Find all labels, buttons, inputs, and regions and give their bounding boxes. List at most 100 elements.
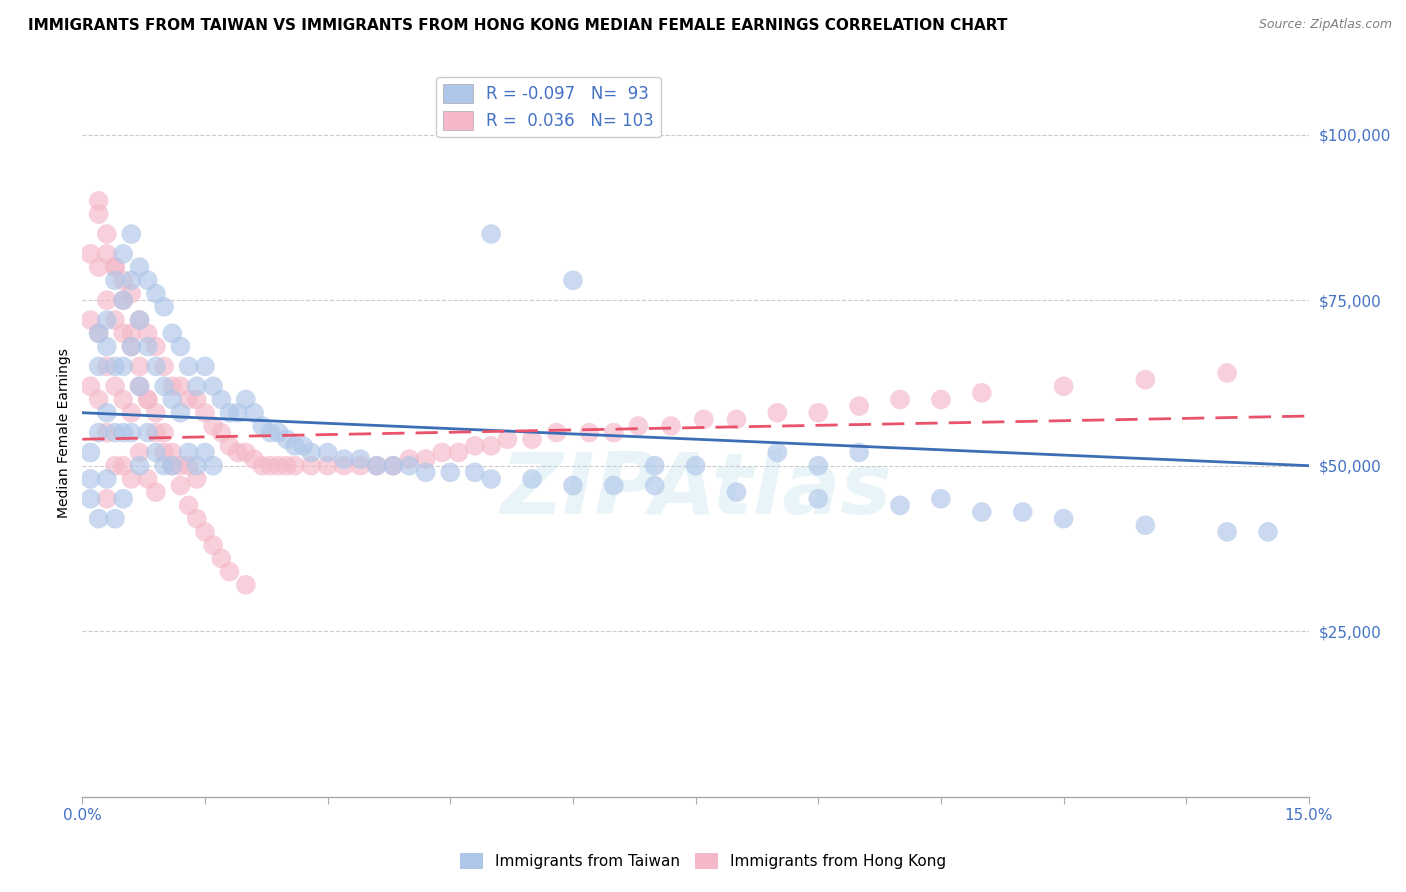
- Point: [970, 505, 993, 519]
- Point: [194, 359, 217, 374]
- Point: [561, 478, 583, 492]
- Point: [128, 379, 150, 393]
- Point: [685, 458, 707, 473]
- Point: [202, 419, 225, 434]
- Point: [104, 260, 127, 274]
- Point: [112, 491, 135, 506]
- Point: [87, 260, 110, 274]
- Point: [382, 458, 405, 473]
- Point: [96, 247, 118, 261]
- Point: [120, 472, 142, 486]
- Point: [1052, 511, 1074, 525]
- Point: [561, 273, 583, 287]
- Point: [929, 491, 952, 506]
- Point: [578, 425, 600, 440]
- Point: [145, 425, 167, 440]
- Point: [603, 478, 626, 492]
- Point: [218, 565, 240, 579]
- Point: [136, 392, 159, 407]
- Point: [79, 247, 101, 261]
- Point: [153, 425, 176, 440]
- Point: [177, 499, 200, 513]
- Point: [169, 379, 191, 393]
- Point: [284, 439, 307, 453]
- Point: [177, 359, 200, 374]
- Point: [366, 458, 388, 473]
- Point: [496, 432, 519, 446]
- Point: [415, 466, 437, 480]
- Point: [316, 458, 339, 473]
- Point: [1135, 373, 1157, 387]
- Point: [807, 458, 830, 473]
- Point: [464, 466, 486, 480]
- Point: [447, 445, 470, 459]
- Point: [136, 472, 159, 486]
- Point: [627, 419, 650, 434]
- Point: [464, 439, 486, 453]
- Point: [659, 419, 682, 434]
- Point: [87, 194, 110, 208]
- Point: [202, 379, 225, 393]
- Point: [87, 425, 110, 440]
- Point: [96, 425, 118, 440]
- Point: [96, 227, 118, 241]
- Point: [766, 445, 789, 459]
- Point: [96, 491, 118, 506]
- Point: [153, 445, 176, 459]
- Point: [104, 425, 127, 440]
- Point: [218, 406, 240, 420]
- Legend: Immigrants from Taiwan, Immigrants from Hong Kong: Immigrants from Taiwan, Immigrants from …: [454, 847, 952, 875]
- Point: [276, 458, 298, 473]
- Point: [250, 458, 273, 473]
- Point: [162, 458, 184, 473]
- Point: [889, 392, 911, 407]
- Point: [235, 578, 257, 592]
- Point: [889, 499, 911, 513]
- Point: [120, 340, 142, 354]
- Point: [136, 392, 159, 407]
- Point: [162, 392, 184, 407]
- Point: [112, 359, 135, 374]
- Point: [194, 445, 217, 459]
- Point: [79, 313, 101, 327]
- Point: [96, 293, 118, 308]
- Point: [398, 452, 420, 467]
- Point: [382, 458, 405, 473]
- Point: [136, 340, 159, 354]
- Point: [259, 425, 281, 440]
- Point: [128, 313, 150, 327]
- Point: [104, 260, 127, 274]
- Point: [120, 326, 142, 341]
- Point: [366, 458, 388, 473]
- Point: [128, 313, 150, 327]
- Point: [153, 379, 176, 393]
- Point: [120, 425, 142, 440]
- Point: [177, 392, 200, 407]
- Point: [644, 458, 666, 473]
- Point: [87, 511, 110, 525]
- Point: [1011, 505, 1033, 519]
- Point: [235, 445, 257, 459]
- Point: [96, 313, 118, 327]
- Point: [104, 359, 127, 374]
- Text: IMMIGRANTS FROM TAIWAN VS IMMIGRANTS FROM HONG KONG MEDIAN FEMALE EARNINGS CORRE: IMMIGRANTS FROM TAIWAN VS IMMIGRANTS FRO…: [28, 18, 1008, 33]
- Point: [430, 445, 453, 459]
- Point: [136, 425, 159, 440]
- Point: [104, 458, 127, 473]
- Point: [162, 458, 184, 473]
- Point: [145, 445, 167, 459]
- Point: [104, 273, 127, 287]
- Point: [186, 392, 208, 407]
- Point: [1135, 518, 1157, 533]
- Point: [194, 406, 217, 420]
- Point: [202, 458, 225, 473]
- Point: [136, 273, 159, 287]
- Point: [120, 273, 142, 287]
- Point: [177, 458, 200, 473]
- Point: [766, 406, 789, 420]
- Point: [848, 445, 870, 459]
- Point: [349, 452, 371, 467]
- Point: [120, 406, 142, 420]
- Point: [1216, 524, 1239, 539]
- Point: [243, 406, 266, 420]
